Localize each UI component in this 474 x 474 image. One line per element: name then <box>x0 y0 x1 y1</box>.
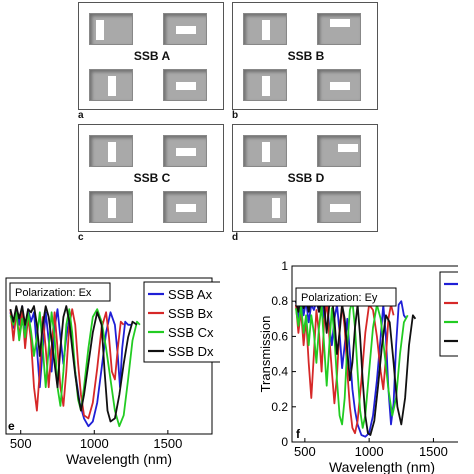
unit-cell-tile <box>89 191 133 223</box>
annotation-box <box>9 282 111 302</box>
unit-cell-tile <box>243 191 287 223</box>
panel-ssb-b: SSB B <box>232 2 378 110</box>
horizontal-slot <box>338 144 358 152</box>
unit-cell-tile <box>317 69 361 101</box>
annotation-text: Polarization: Ex <box>15 287 92 299</box>
unit-cell-tile <box>163 191 207 223</box>
unit-cell-tile <box>243 135 287 167</box>
series-line <box>295 300 409 429</box>
unit-cell-tile <box>163 69 207 101</box>
x-tick-label: 1500 <box>153 436 182 451</box>
series-line <box>9 308 141 428</box>
panel-title: SSB B <box>287 49 325 63</box>
panel-letter: f <box>296 427 301 441</box>
vertical-slot <box>262 142 270 162</box>
y-tick-label: 0.6 <box>271 329 288 343</box>
y-tick-label: 1 <box>281 259 288 273</box>
legend-label: SSB Bx <box>168 306 213 321</box>
x-axis-label: Wavelength (nm) <box>66 451 172 467</box>
horizontal-slot <box>176 148 196 156</box>
panel-letter: c <box>78 232 84 243</box>
panel-letter: e <box>8 419 15 433</box>
y-tick-label: 0.8 <box>271 294 288 308</box>
unit-cell-tile <box>243 13 287 45</box>
unit-cell-tile <box>89 135 133 167</box>
x-axis-label: Wavelength (nm) <box>329 459 435 474</box>
unit-cell-tile <box>317 13 361 45</box>
panel-letter: d <box>232 232 239 243</box>
panel-title: SSB D <box>287 171 325 185</box>
y-tick-label: 0.4 <box>271 365 288 379</box>
x-tick-label: 500 <box>10 436 32 451</box>
horizontal-slot <box>176 26 196 34</box>
panel-title: SSB C <box>133 171 171 185</box>
unit-cell-tile <box>317 191 361 223</box>
vertical-slot <box>272 198 280 218</box>
y-axis-label: Transmission <box>258 316 273 393</box>
horizontal-slot <box>176 82 196 90</box>
vertical-slot <box>96 20 104 40</box>
legend-label: SSB Ax <box>168 287 213 302</box>
horizontal-slot <box>330 82 350 90</box>
unit-cell-tile <box>163 13 207 45</box>
x-tick-label: 1000 <box>355 444 384 459</box>
panel-ssb-d: SSB D <box>232 124 378 232</box>
annotation-text: Polarization: Ey <box>301 292 378 304</box>
horizontal-slot <box>176 204 196 212</box>
unit-cell-tile <box>163 135 207 167</box>
vertical-slot <box>108 142 116 162</box>
panel-letter: b <box>232 110 239 121</box>
chart-polarization-ey: 500 1000 1500 0 0.2 0.4 0.6 0.8 1 Wavelength (nm)… <box>258 259 458 474</box>
horizontal-slot <box>330 19 350 27</box>
legend-box <box>143 281 220 363</box>
horizontal-slot <box>330 204 350 212</box>
series-line <box>9 305 138 423</box>
vertical-slot <box>262 76 270 96</box>
x-tick-label: 1000 <box>80 436 109 451</box>
unit-cell-tile <box>89 13 133 45</box>
y-tick-label: 0 <box>281 435 288 449</box>
panel-ssb-c: SSB C <box>78 124 224 232</box>
panel-title: SSB A <box>133 49 171 63</box>
unit-cell-tile <box>89 69 133 101</box>
vertical-slot <box>108 198 116 218</box>
y-tick-label: 0.2 <box>271 400 288 414</box>
vertical-slot <box>108 76 116 96</box>
annotation-box <box>295 287 397 307</box>
unit-cell-tile <box>243 69 287 101</box>
unit-cell-tile <box>317 135 361 167</box>
x-tick-label: 1500 <box>419 444 448 459</box>
panel-ssb-a: SSB A <box>78 2 224 110</box>
legend-label: SSB Cx <box>168 325 214 340</box>
vertical-slot <box>262 20 270 40</box>
legend-box <box>439 271 458 357</box>
x-tick-label: 500 <box>294 444 316 459</box>
legend-label: SSB Dx <box>168 344 214 359</box>
panel-letter: a <box>78 110 84 121</box>
